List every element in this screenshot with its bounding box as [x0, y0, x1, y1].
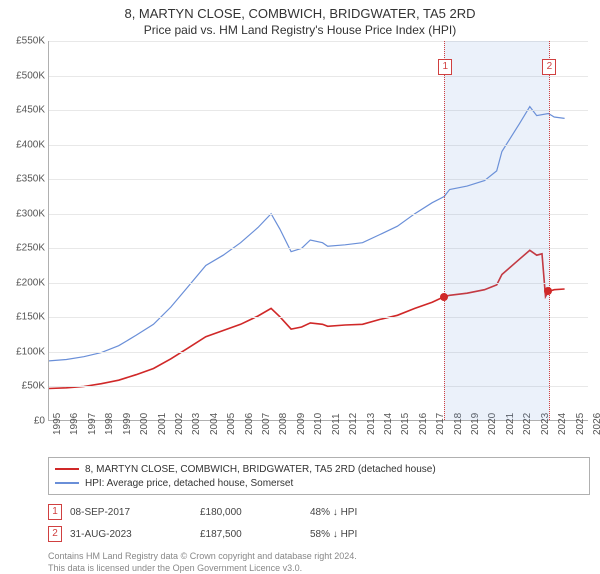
- legend-row: 8, MARTYN CLOSE, COMBWICH, BRIDGWATER, T…: [55, 462, 583, 476]
- transaction-vs-hpi: 58% ↓ HPI: [310, 529, 430, 540]
- marker-box-1: 1: [438, 59, 452, 75]
- transaction-row: 2 31-AUG-2023£187,50058% ↓ HPI: [48, 523, 590, 545]
- x-axis-label: 2005: [226, 413, 237, 435]
- x-axis-label: 2025: [575, 413, 586, 435]
- x-axis-label: 2004: [209, 413, 220, 435]
- x-axis-label: 2010: [313, 413, 324, 435]
- x-axis-label: 2016: [418, 413, 429, 435]
- x-axis-label: 2012: [348, 413, 359, 435]
- y-axis-label: £50K: [3, 381, 45, 392]
- x-axis-label: 2001: [157, 413, 168, 435]
- y-axis-label: £500K: [3, 70, 45, 81]
- footer-attribution: Contains HM Land Registry data © Crown c…: [48, 551, 590, 574]
- x-axis-label: 2009: [296, 413, 307, 435]
- sale-point: [544, 287, 552, 295]
- transaction-date: 31-AUG-2023: [70, 529, 200, 540]
- highlight-band: [444, 41, 550, 420]
- transaction-price: £180,000: [200, 507, 310, 518]
- plot-region: £0£50K£100K£150K£200K£250K£300K£350K£400…: [48, 41, 588, 421]
- y-axis-label: £450K: [3, 105, 45, 116]
- x-axis-label: 1998: [104, 413, 115, 435]
- transaction-date: 08-SEP-2017: [70, 507, 200, 518]
- x-axis-label: 1999: [122, 413, 133, 435]
- legend-label: 8, MARTYN CLOSE, COMBWICH, BRIDGWATER, T…: [85, 464, 436, 475]
- y-axis-label: £100K: [3, 346, 45, 357]
- chart-area: £0£50K£100K£150K£200K£250K£300K£350K£400…: [48, 41, 588, 421]
- x-axis-label: 2026: [592, 413, 600, 435]
- x-axis-label: 2008: [278, 413, 289, 435]
- legend-label: HPI: Average price, detached house, Some…: [85, 478, 293, 489]
- marker-box-2: 2: [542, 59, 556, 75]
- figure-container: 8, MARTYN CLOSE, COMBWICH, BRIDGWATER, T…: [0, 0, 600, 560]
- transaction-vs-hpi: 48% ↓ HPI: [310, 507, 430, 518]
- chart-title: 8, MARTYN CLOSE, COMBWICH, BRIDGWATER, T…: [0, 0, 600, 21]
- x-axis-label: 2011: [331, 413, 342, 435]
- x-axis-label: 2000: [139, 413, 150, 435]
- transaction-number-box: 1: [48, 504, 62, 520]
- legend-swatch: [55, 482, 79, 484]
- transaction-row: 1 08-SEP-2017£180,00048% ↓ HPI: [48, 501, 590, 523]
- x-axis-label: 2002: [174, 413, 185, 435]
- y-axis-label: £550K: [3, 36, 45, 47]
- x-axis-label: 2024: [557, 413, 568, 435]
- y-axis-label: £350K: [3, 174, 45, 185]
- legend-swatch: [55, 468, 79, 470]
- x-axis-label: 2006: [244, 413, 255, 435]
- legend: 8, MARTYN CLOSE, COMBWICH, BRIDGWATER, T…: [48, 457, 590, 495]
- footer-line-2: This data is licensed under the Open Gov…: [48, 563, 302, 573]
- y-axis-label: £400K: [3, 139, 45, 150]
- x-axis-label: 2003: [191, 413, 202, 435]
- y-axis-label: £250K: [3, 243, 45, 254]
- x-axis-label: 1995: [52, 413, 63, 435]
- x-axis-label: 2013: [366, 413, 377, 435]
- x-axis-label: 1996: [69, 413, 80, 435]
- transaction-number-box: 2: [48, 526, 62, 542]
- x-axis-label: 2015: [400, 413, 411, 435]
- transaction-price: £187,500: [200, 529, 310, 540]
- x-axis-label: 2014: [383, 413, 394, 435]
- sale-point: [440, 293, 448, 301]
- transaction-table: 1 08-SEP-2017£180,00048% ↓ HPI 2 31-AUG-202…: [48, 501, 590, 545]
- y-axis-label: £200K: [3, 277, 45, 288]
- y-axis-label: £300K: [3, 208, 45, 219]
- x-axis-label: 2007: [261, 413, 272, 435]
- y-axis-label: £0: [3, 416, 45, 427]
- legend-row: HPI: Average price, detached house, Some…: [55, 476, 583, 490]
- chart-subtitle: Price paid vs. HM Land Registry's House …: [0, 21, 600, 41]
- x-axis-label: 1997: [87, 413, 98, 435]
- y-axis-label: £150K: [3, 312, 45, 323]
